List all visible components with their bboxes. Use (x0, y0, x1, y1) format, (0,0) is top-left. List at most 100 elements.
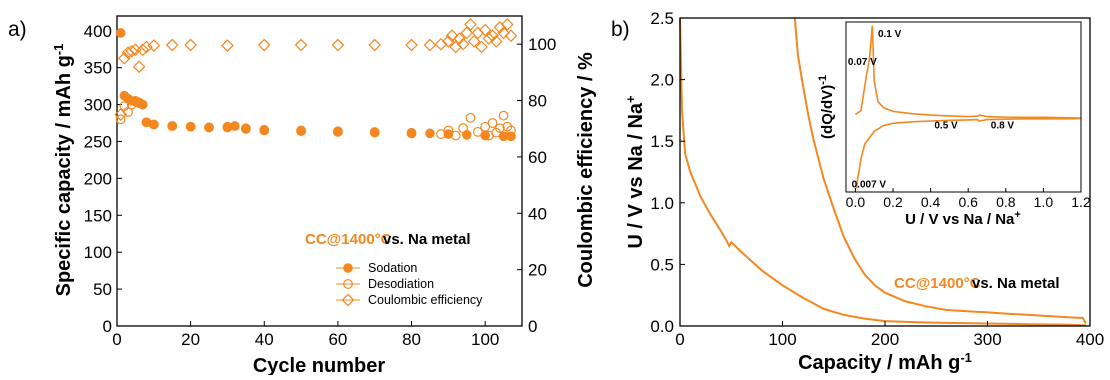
panel-b-chart: b) 0 100 200 300 400 0.0 0.5 1.0 1.5 2.0 2.5 CC@14… (611, 9, 1104, 374)
coulombic-efficiency-point (500, 18, 514, 31)
coulombic-efficiency-point (489, 35, 503, 48)
panel-a-y2tick-label: 0 (528, 317, 537, 336)
legend-marker (343, 263, 353, 273)
coulombic-efficiency-point (475, 40, 488, 54)
inset-peak-label: 0.07 V (848, 57, 877, 68)
desodiation-point (222, 122, 233, 133)
desodiation-point (296, 126, 306, 137)
panel-a-xtick-label: 20 (181, 330, 200, 349)
desodiation-point (406, 128, 417, 139)
coulombic-efficiency-point (504, 29, 518, 43)
sodation-point (443, 129, 454, 139)
panel-b-ylabel-main: U / V vs Na / Na (625, 102, 647, 248)
panel-b-xtick-label: 0 (675, 330, 684, 349)
desodiation-point (465, 112, 476, 123)
desodiation-point (495, 123, 505, 134)
panel-a-legend: Sodation Desodiation Coulombic efficiency (336, 261, 483, 307)
inset-peak-label: 0.1 V (878, 29, 902, 40)
desodiation-point (472, 126, 483, 137)
coulombic-efficiency-point (136, 43, 150, 57)
inset-xlabel: U / V vs Na / Na+ (905, 209, 1021, 228)
panel-a-y2tick-label: 80 (528, 92, 547, 111)
coulombic-efficiency-point (482, 32, 496, 45)
inset-peak-label: 0.5 V (934, 120, 958, 131)
coulombic-efficiency-point (147, 39, 161, 52)
sodation-point (425, 128, 435, 139)
panel-a-ylabel: Specific capacity / mAh g-1 (51, 44, 75, 297)
panel-a-xtick-label: 0 (112, 330, 121, 349)
panel-a-ytick-label: 150 (84, 206, 112, 225)
panel-b-ytick-label: 1.0 (650, 194, 674, 213)
panel-b-annotation-orange: CC@1400°C (894, 275, 981, 292)
inset-peak-label: 0.8 V (991, 120, 1015, 131)
desodiation-point (141, 117, 152, 128)
inset-xtick-label: 1.0 (1034, 194, 1054, 210)
desodiation-point (148, 119, 159, 130)
panel-a-ytick-label: 100 (84, 243, 112, 262)
panel-a-y2tick-label: 40 (528, 204, 547, 223)
inset-ylabel: (dQ/dV)-1 (817, 75, 836, 139)
panel-b-ylabel: U / V vs Na / Na+ (623, 95, 647, 249)
desodiation-point (458, 123, 468, 134)
panel-b-xtick-label: 200 (871, 330, 899, 349)
inset-ylabel-main: (dQ/dV) (819, 85, 836, 139)
charge-curve (793, 17, 1087, 324)
panel-a-ytick-label: 200 (84, 169, 112, 188)
panel-a-y2tick-label: 20 (528, 261, 547, 280)
inset-xtick-label: 0.4 (921, 194, 941, 210)
coulombic-efficiency-point (165, 38, 179, 52)
panel-a-y2label: Coulombic efficiency / % (575, 52, 597, 288)
legend-marker (343, 279, 353, 289)
panel-a-annotation-orange: CC@1400°C (305, 231, 392, 248)
coulombic-efficiency-point (114, 108, 128, 121)
coulombic-efficiency-point (464, 18, 477, 31)
legend-label: Coulombic efficiency (368, 293, 483, 307)
panel-a-ylabel-sup: -1 (51, 44, 66, 56)
desodiation-point (333, 126, 343, 137)
coulombic-efficiency-point (478, 23, 492, 37)
inset-peak-label: 0.007 V (852, 180, 887, 191)
coulombic-efficiency-point (445, 29, 459, 43)
panel-a-ylabel-main: Specific capacity / mAh g (53, 55, 75, 296)
panel-a-xtick-label: 60 (328, 330, 347, 349)
panel-a-y2tick-label: 100 (528, 35, 556, 54)
panel-b-ytick-label: 2.5 (650, 9, 674, 28)
panel-b-ytick-label: 1.5 (650, 132, 674, 151)
coulombic-efficiency-point (423, 38, 437, 52)
desodiation-point (240, 124, 251, 134)
panel-a-xtick-label: 40 (255, 330, 274, 349)
panel-a-ytick-label: 400 (84, 22, 112, 41)
panel-a-label: a) (8, 18, 27, 41)
desodiation-point (443, 125, 454, 136)
sodation-point (461, 130, 472, 140)
panel-b-ytick-label: 0.0 (650, 317, 674, 336)
panel-a-xtick-label: 80 (402, 330, 421, 349)
inset-xtick-label: 0.8 (996, 194, 1016, 210)
panel-b-ylabel-sup: + (623, 95, 638, 103)
panel-b-inset: 0.0 0.2 0.4 0.6 0.8 1.0 1.2 0.1 V 0.07 V 0.5 V 0.… (817, 21, 1091, 228)
inset-ylabel-sup: -1 (817, 75, 829, 85)
inset-xlabel-main: U / V vs Na / Na (905, 211, 1015, 228)
desodiation-point (450, 130, 461, 141)
panel-b-ytick-label: 0.5 (650, 255, 674, 274)
coulombic-efficiency-point (467, 35, 481, 48)
coulombic-efficiency-point (294, 38, 308, 52)
panel-b-annotation-black: vs. Na metal (972, 275, 1060, 292)
panel-a-frame (116, 15, 523, 327)
coulombic-efficiency-point (486, 29, 499, 43)
inset-xlabel-sup: + (1014, 209, 1020, 221)
inset-xtick-label: 0.0 (846, 194, 866, 210)
inset-xtick-label: 1.2 (1071, 194, 1091, 210)
coulombic-efficiency-point (132, 60, 146, 74)
coulombic-efficiency-point (221, 39, 234, 52)
panel-a-ytick-label: 350 (84, 59, 112, 78)
panel-a-xlabel: Cycle number (253, 355, 385, 375)
inset-desodiation-curve (854, 25, 1082, 119)
coulombic-efficiency-point (368, 38, 382, 52)
coulombic-efficiency-point (118, 51, 131, 65)
panel-b-xlabel: Capacity / mAh g-1 (798, 350, 972, 374)
panel-a-y2tick-label: 60 (528, 148, 547, 167)
inset-frame (845, 21, 1082, 193)
panel-b-xlabel-main: Capacity / mAh g (798, 352, 960, 374)
